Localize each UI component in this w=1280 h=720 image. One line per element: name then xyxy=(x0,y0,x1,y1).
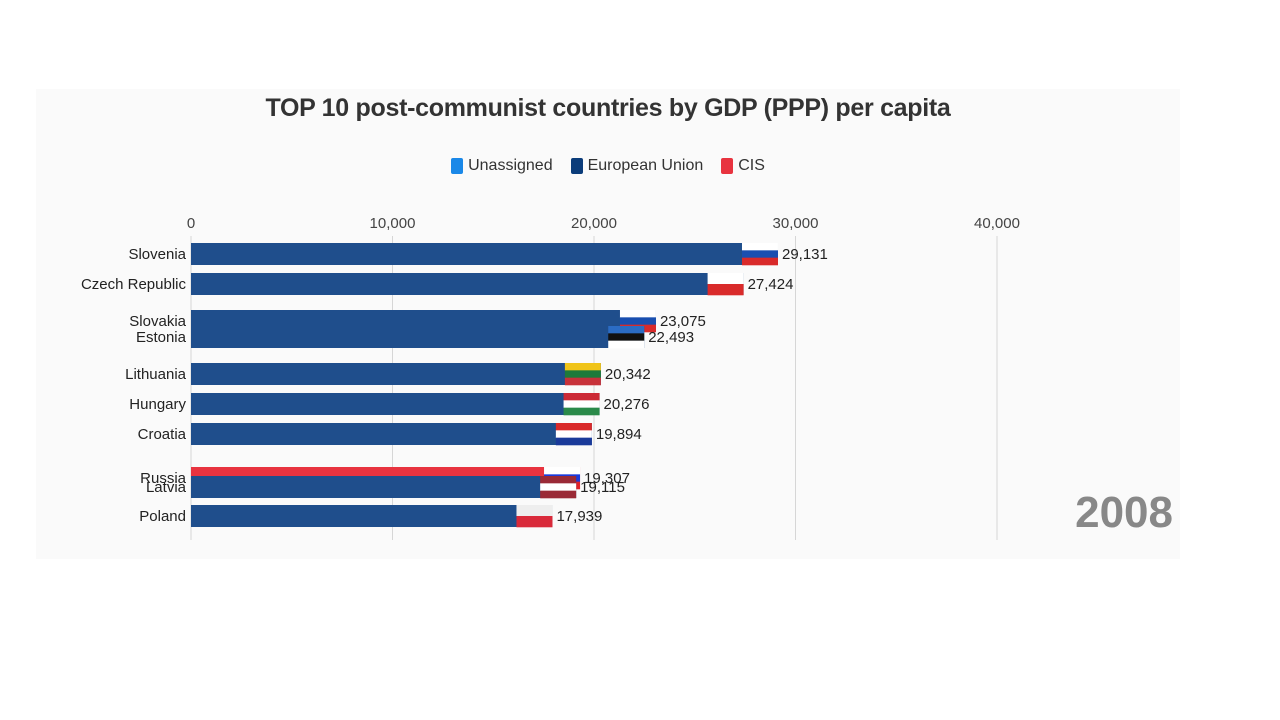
value-label-slovenia: 29,131 xyxy=(782,246,828,263)
legend-swatch-unassigned xyxy=(451,158,464,174)
flag-stripe-russia-0 xyxy=(544,467,581,475)
country-label-hungary: Hungary xyxy=(129,396,186,413)
flag-stripe-latvia-2 xyxy=(540,490,577,499)
flag-stripe-lithuania-2 xyxy=(564,377,601,386)
country-label-croatia: Croatia xyxy=(138,426,187,443)
bar-estonia xyxy=(191,326,645,348)
x-tick-label-20000: 20,000 xyxy=(571,215,617,232)
country-label-czech-republic: Czech Republic xyxy=(81,276,187,293)
value-label-croatia: 19,894 xyxy=(596,426,642,443)
flag-stripe-lithuania-0 xyxy=(564,363,601,371)
flag-stripe-czech-republic-1 xyxy=(707,284,744,296)
country-label-lithuania: Lithuania xyxy=(125,366,187,383)
value-label-lithuania: 20,342 xyxy=(605,366,651,383)
country-label-poland: Poland xyxy=(139,508,186,525)
country-label-latvia: Latvia xyxy=(146,479,187,496)
x-tick-label-0: 0 xyxy=(187,215,195,232)
flag-stripe-croatia-1 xyxy=(555,430,592,438)
country-label-russia: Russia xyxy=(140,470,187,487)
legend-swatch-european-union xyxy=(570,158,583,174)
legend-item-european-union[interactable]: European Union xyxy=(570,157,704,175)
flag-stripe-estonia-0 xyxy=(608,326,645,334)
value-label-slovakia: 23,075 xyxy=(660,313,706,330)
legend: Unassigned European Union CIS xyxy=(0,157,1216,175)
flag-stripe-latvia-1 xyxy=(540,483,577,491)
flag-stripe-slovenia-2 xyxy=(741,257,778,266)
value-label-hungary: 20,276 xyxy=(604,396,650,413)
flag-stripe-poland-0 xyxy=(516,505,553,517)
legend-label-cis: CIS xyxy=(738,157,765,174)
country-label-estonia: Estonia xyxy=(136,329,187,346)
value-label-estonia: 22,493 xyxy=(648,329,694,346)
bar-latvia xyxy=(191,476,577,498)
country-label-slovenia: Slovenia xyxy=(128,246,186,263)
bar-lithuania xyxy=(191,363,601,385)
bar-slovenia xyxy=(191,243,778,265)
flag-stripe-lithuania-1 xyxy=(564,370,601,378)
flag-stripe-estonia-2 xyxy=(608,340,645,349)
bar-czech-republic xyxy=(191,273,744,295)
flag-stripe-slovakia-0 xyxy=(619,310,656,318)
bar-croatia xyxy=(191,423,592,445)
legend-swatch-cis xyxy=(721,158,734,174)
value-label-latvia: 19,115 xyxy=(580,479,625,496)
flag-stripe-croatia-2 xyxy=(555,437,592,446)
flag-stripe-estonia-1 xyxy=(608,333,645,341)
x-tick-label-40000: 40,000 xyxy=(974,215,1020,232)
flag-stripe-hungary-2 xyxy=(563,407,600,416)
flag-stripe-croatia-0 xyxy=(555,423,592,431)
flag-stripe-slovenia-1 xyxy=(741,250,778,258)
value-label-poland: 17,939 xyxy=(556,508,602,525)
year-label: 2008 xyxy=(1075,488,1173,537)
legend-label-european-union: European Union xyxy=(587,157,704,174)
x-tick-label-30000: 30,000 xyxy=(773,215,819,232)
legend-item-unassigned[interactable]: Unassigned xyxy=(451,157,553,175)
legend-label-unassigned: Unassigned xyxy=(468,157,553,174)
bar-hungary xyxy=(191,393,600,415)
value-label-russia: 19,307 xyxy=(584,470,630,487)
flag-stripe-poland-1 xyxy=(516,516,553,528)
bar-poland xyxy=(191,505,553,527)
flag-stripe-latvia-0 xyxy=(540,476,577,484)
flag-stripe-czech-republic-0 xyxy=(707,273,744,285)
country-label-slovakia: Slovakia xyxy=(129,313,186,330)
value-label-czech-republic: 27,424 xyxy=(748,276,794,293)
flag-stripe-hungary-1 xyxy=(563,400,600,408)
flag-stripe-slovenia-0 xyxy=(741,243,778,251)
legend-item-cis[interactable]: CIS xyxy=(721,157,765,175)
flag-stripe-slovakia-1 xyxy=(619,317,656,325)
chart-title: TOP 10 post-communist countries by GDP (… xyxy=(265,94,951,122)
flag-stripe-hungary-0 xyxy=(563,393,600,401)
x-tick-label-10000: 10,000 xyxy=(370,215,416,232)
